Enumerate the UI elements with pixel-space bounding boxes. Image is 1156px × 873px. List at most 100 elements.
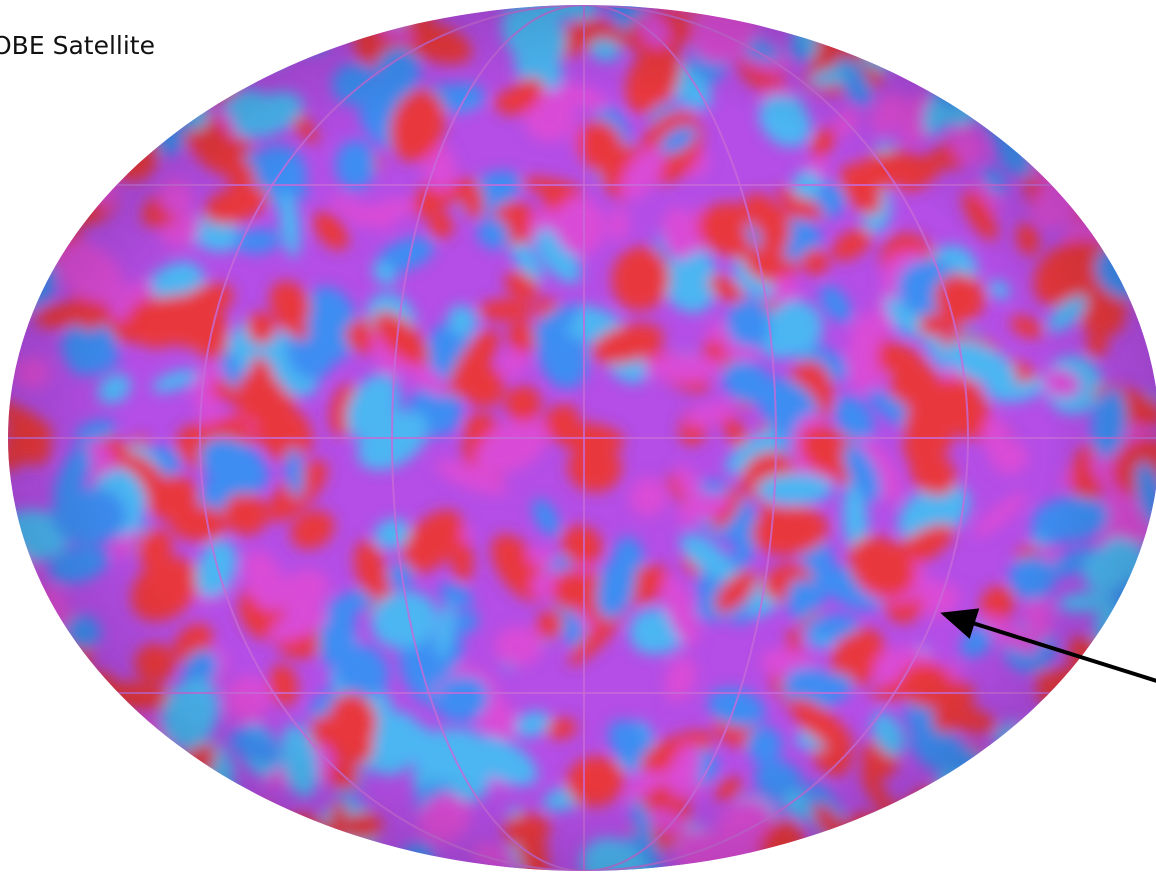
fluctuation-blob [1111,131,1156,177]
fluctuation-blob [1017,93,1069,143]
fluctuation-blob [955,0,998,49]
page: OBE Satellite (() => { const data = JSON… [0,0,1156,873]
fluctuation-blob [901,15,942,49]
fluctuation-blob [0,760,80,834]
fluctuation-blob [929,800,975,845]
fluctuation-blob [90,723,137,761]
fluctuation-blob [1073,694,1134,743]
fluctuation-blob [1092,788,1128,850]
fluctuation-blob [245,814,314,863]
fluctuation-blob [903,838,965,873]
fluctuation-blob [787,0,841,41]
fluctuation-blob [1091,69,1139,116]
fluctuation-blob [991,772,1027,816]
caption: OBE Satellite [0,31,155,60]
fluctuation-blob [57,0,93,29]
fluctuation-blob [87,824,148,873]
fluctuation-blob [1059,803,1102,846]
fluctuation-blob [821,831,869,873]
fluctuation-blob [1065,706,1134,774]
fluctuation-blob [97,794,130,848]
fluctuation-blob [27,707,104,776]
fluctuation-blob [42,680,71,698]
fluctuation-blob [1036,0,1110,48]
fluctuation-blob [937,804,1013,853]
fluctuation-blob [1035,53,1093,113]
fluctuation-blob [1073,139,1114,200]
fluctuation-blob [75,739,116,797]
fluctuation-blob [54,89,108,148]
fluctuation-blob [35,145,78,185]
fluctuation-blob [841,19,887,53]
fluctuation-blob [1130,74,1156,126]
fluctuation-blob [1124,110,1156,191]
fluctuation-blob [1032,714,1088,760]
fluctuation-blob [1107,645,1156,669]
fluctuation-blob [229,820,301,873]
fluctuation-blob [1032,89,1062,125]
fluctuation-blob [41,728,109,795]
fluctuation-blob [1025,22,1076,67]
fluctuation-blob [871,11,917,52]
fluctuation-blob [1096,781,1144,833]
fluctuation-blob [886,32,942,71]
fluctuation-blob [109,736,173,770]
fluctuation-blob [945,824,1006,873]
fluctuation-blob [63,750,89,783]
fluctuation-blob [955,0,1035,67]
fluctuation-blob [232,0,299,72]
fluctuation-blob [0,606,55,672]
fluctuation-blob [824,0,883,42]
map-shading [8,5,1156,871]
fluctuation-blob [1074,59,1150,135]
fluctuation-blob [92,0,167,33]
fluctuation-blob [122,762,172,808]
fluctuation-blob [118,796,178,848]
fluctuation-blob [34,662,66,704]
fluctuation-blob [220,797,278,851]
fluctuation-blob [89,796,125,832]
fluctuation-blob [0,172,46,213]
fluctuation-blob [987,750,1028,809]
fluctuation-blob [0,98,51,148]
fluctuation-blob [1036,13,1110,91]
fluctuation-blob [1007,38,1082,114]
fluctuation-blob [1087,797,1156,873]
fluctuation-blob [196,781,250,843]
fluctuation-blob [57,109,128,177]
fluctuation-blob [133,778,208,822]
fluctuation-blob [1024,69,1053,112]
cmb-map [0,0,1156,873]
fluctuation-blob [201,40,249,80]
fluctuation-blob [220,820,268,854]
fluctuation-blob [66,716,146,769]
fluctuation-blob [253,6,331,60]
fluctuation-blob [973,791,1038,862]
fluctuation-blob [32,651,71,706]
fluctuation-blob [144,77,184,110]
fluctuation-blob [161,801,223,869]
fluctuation-blob [28,64,87,114]
fluctuation-blob [60,88,118,157]
fluctuation-blob [990,0,1060,46]
fluctuation-blob [189,58,239,101]
fluctuation-blob [892,13,923,71]
fluctuation-blob [1083,735,1114,769]
fluctuation-blob [1087,770,1134,814]
fluctuation-blob [1077,123,1107,160]
fluctuation-blob [1085,707,1133,771]
slide: OBE Satellite [0,0,1156,873]
fluctuation-blob [123,779,176,835]
fluctuation-blob [1032,802,1097,873]
fluctuation-blob [0,90,40,150]
fluctuation-blob [192,0,253,73]
fluctuation-blob [194,803,268,873]
fluctuation-blob [986,16,1065,101]
fluctuation-blob [845,0,936,61]
fluctuation-blob [131,768,157,791]
fluctuation-blob [1107,187,1156,212]
fluctuation-blob [82,129,113,179]
fluctuation-blob [0,547,30,605]
fluctuation-blob [31,846,97,871]
fluctuation-blob [97,145,131,180]
